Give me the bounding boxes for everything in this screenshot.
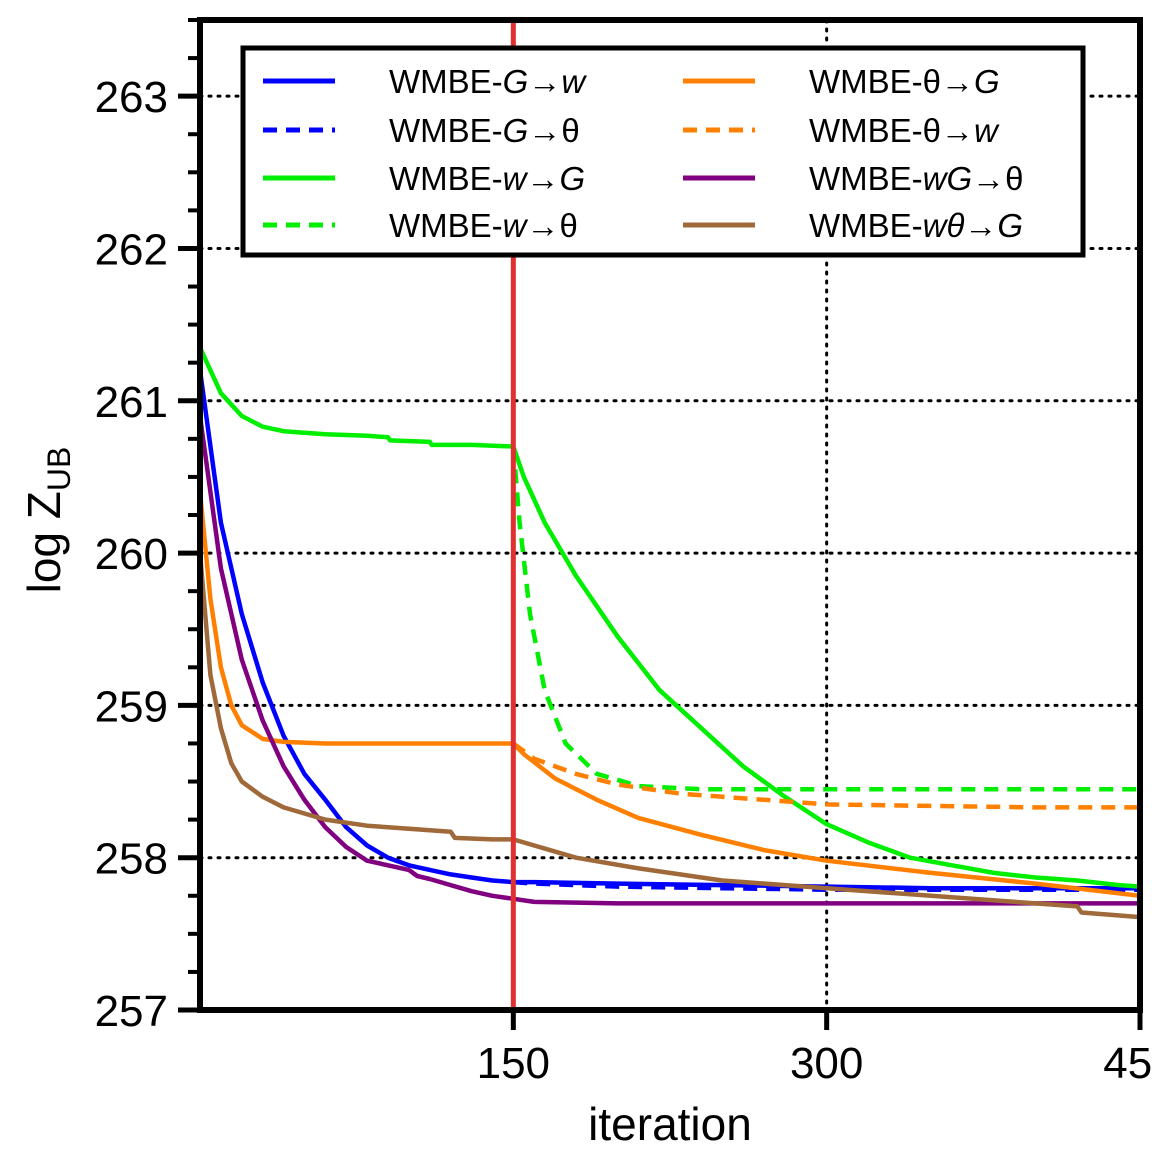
legend-label: WMBE-θ→w <box>809 112 1000 149</box>
legend-label: WMBE-θ→G <box>809 63 1000 100</box>
series-line <box>511 741 1140 810</box>
x-tick-label: 150 <box>477 1039 550 1088</box>
plot-border <box>197 17 1143 1013</box>
legend-label-part: G <box>997 207 1023 244</box>
legend-label-part: w <box>974 112 1000 149</box>
y-tick-label: 259 <box>95 682 168 731</box>
legend-label-part: G <box>560 160 586 197</box>
legend-label: WMBE-wθ→G <box>809 207 1023 244</box>
legend-label-prefix: WMBE- <box>809 160 923 197</box>
series-line <box>513 879 1140 892</box>
series-line <box>197 415 1140 906</box>
y-tick-label: 261 <box>95 378 168 427</box>
legend-label-prefix: WMBE- <box>389 112 503 149</box>
y-tick-label: 263 <box>95 73 168 122</box>
legend-label-part: →θ <box>972 160 1023 197</box>
legend-label-part: G <box>503 112 529 149</box>
y-tick-label: 260 <box>95 530 168 579</box>
legend-label-prefix: WMBE- <box>389 63 503 100</box>
legend-label: WMBE-G→w <box>389 63 587 100</box>
legend-label-part: →θ <box>528 112 579 149</box>
legend-label-prefix: WMBE- <box>389 160 503 197</box>
legend-label-part: → <box>964 207 997 244</box>
y-axis-title: log ZUB <box>18 447 77 594</box>
legend-label-part: w <box>503 207 529 244</box>
legend-label-part: G <box>503 63 529 100</box>
y-axis-title-sub: UB <box>41 447 77 491</box>
legend-label-part: → <box>527 160 560 197</box>
series-line <box>197 369 1140 891</box>
legend-label-part: w <box>503 160 529 197</box>
legend-label-prefix: WMBE-θ→ <box>809 112 974 149</box>
series-line <box>197 552 1141 920</box>
legend-label-prefix: WMBE-θ→ <box>809 63 974 100</box>
legend-label-part: w <box>561 63 587 100</box>
axis-titles: iteration log ZUB <box>18 447 752 1150</box>
x-tick-label: 300 <box>790 1039 863 1088</box>
y-tick-label: 257 <box>95 987 168 1036</box>
legend-label-part: → <box>528 63 561 100</box>
series-line <box>197 346 1141 889</box>
y-tick-label: 262 <box>95 225 168 274</box>
legend-label: WMBE-w→θ <box>389 207 578 244</box>
legend-label: WMBE-w→G <box>389 160 585 197</box>
legend-label-prefix: WMBE- <box>389 207 503 244</box>
legend-label: WMBE-wG→θ <box>809 160 1024 197</box>
legend-label-part: wG <box>923 160 973 197</box>
legend: WMBE-G→wWMBE-G→θWMBE-w→GWMBE-w→θWMBE-θ→G… <box>240 45 1086 258</box>
x-tick-label: 450 <box>1103 1039 1152 1088</box>
y-axis-title-main: log Z <box>18 491 70 593</box>
legend-label-part: wθ <box>923 207 965 244</box>
legend-box <box>240 45 1086 258</box>
legend-label-prefix: WMBE- <box>809 207 923 244</box>
series-lines <box>197 346 1141 920</box>
plot-frame <box>197 17 1143 1013</box>
y-tick-label: 258 <box>95 835 168 884</box>
legend-label-part: G <box>974 63 1000 100</box>
axis-ticks: 257 258 259 260 261 262 263 150 300 450 <box>95 18 1152 1088</box>
series-line <box>511 446 1140 792</box>
legend-label: WMBE-G→θ <box>389 112 580 149</box>
x-axis-title: iteration <box>588 1098 752 1150</box>
legend-label-part: →θ <box>527 207 578 244</box>
